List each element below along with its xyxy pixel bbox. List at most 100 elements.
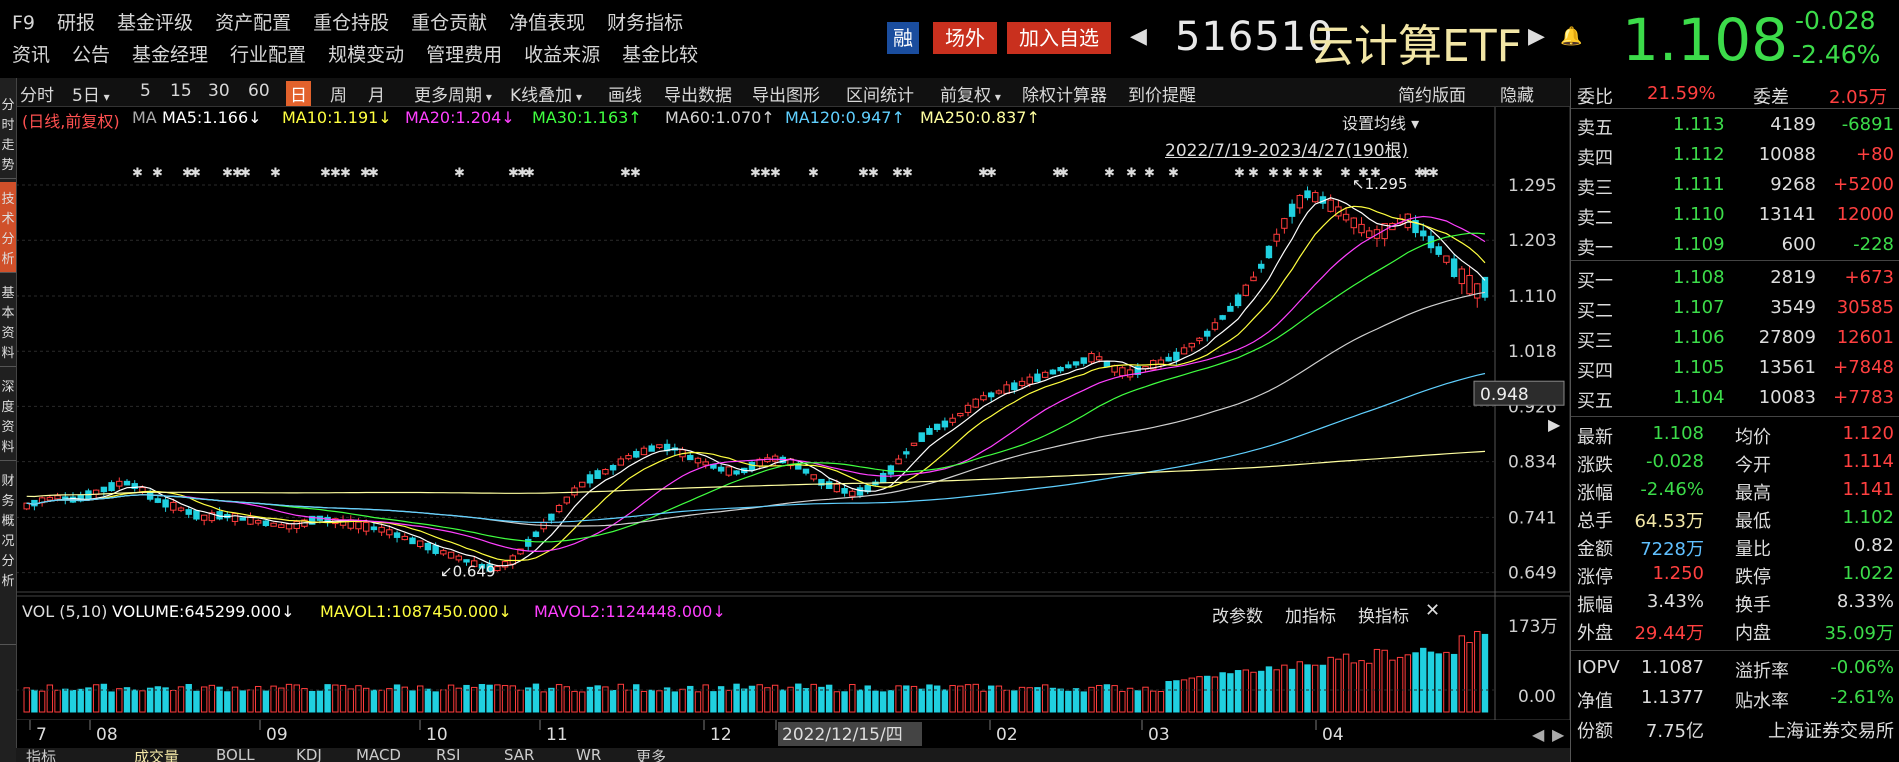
toolbar-item[interactable]: 导出图形 bbox=[752, 86, 820, 106]
margin-button[interactable]: 融 bbox=[887, 22, 919, 54]
event-marker[interactable]: ✱ bbox=[868, 166, 879, 181]
set-ma-button[interactable]: 设置均线 ▾ bbox=[1342, 114, 1420, 133]
vol-option-button[interactable]: 改参数 bbox=[1212, 607, 1263, 627]
toolbar-item[interactable]: 60 bbox=[248, 81, 270, 101]
event-marker[interactable]: ✱ bbox=[760, 166, 771, 181]
left-tab[interactable]: 分时走势 bbox=[0, 88, 16, 179]
event-marker[interactable]: ✱ bbox=[222, 166, 233, 181]
event-marker[interactable]: ✱ bbox=[1312, 166, 1323, 181]
indicator-tab[interactable]: 成交量 bbox=[134, 748, 180, 762]
indicator-tab[interactable]: WR bbox=[576, 748, 602, 762]
event-marker[interactable]: ✱ bbox=[1144, 166, 1155, 181]
event-marker[interactable]: ✱ bbox=[232, 166, 243, 181]
event-marker[interactable]: ✱ bbox=[1058, 166, 1069, 181]
event-marker[interactable]: ✱ bbox=[978, 166, 989, 181]
event-marker[interactable]: ✱ bbox=[1340, 166, 1351, 181]
event-marker[interactable]: ✱ bbox=[750, 166, 761, 181]
menu-item[interactable]: 基金经理 bbox=[132, 44, 209, 66]
event-marker[interactable]: ✱ bbox=[1104, 166, 1115, 181]
event-marker[interactable]: ✱ bbox=[1234, 166, 1245, 181]
event-marker[interactable]: ✱ bbox=[270, 166, 281, 181]
event-marker[interactable]: ✱ bbox=[368, 166, 379, 181]
toolbar-item[interactable]: 导出数据 bbox=[664, 86, 732, 106]
event-marker[interactable]: ✱ bbox=[330, 166, 341, 181]
menu-item[interactable]: 行业配置 bbox=[230, 44, 307, 66]
date-range[interactable]: 2022/7/19-2023/4/27(190根) bbox=[1165, 141, 1409, 161]
event-marker[interactable]: ✱ bbox=[454, 166, 465, 181]
event-marker[interactable]: ✱ bbox=[320, 166, 331, 181]
kline-chart[interactable]: 1.2951.2031.1101.0180.9260.8340.7410.649… bbox=[0, 0, 1570, 762]
event-marker[interactable]: ✱ bbox=[1282, 166, 1293, 181]
indicator-tabs[interactable]: 指标 成交量 BOLL KDJ MACD RSI SAR WR 更多 bbox=[16, 748, 1570, 762]
candles[interactable] bbox=[23, 186, 1489, 572]
event-marker[interactable]: ✱ bbox=[132, 166, 143, 181]
menu-item[interactable]: 资产配置 bbox=[215, 12, 292, 34]
event-marker[interactable]: ✱ bbox=[620, 166, 631, 181]
menu-item[interactable]: 基金评级 bbox=[117, 12, 194, 34]
menu-row-1[interactable]: F9 研报 基金评级 资产配置 重仓持股 重仓贡献 净值表现 财务指标 bbox=[12, 8, 705, 35]
menu-row-2[interactable]: 资讯 公告 基金经理 行业配置 规模变动 管理费用 收益来源 基金比较 bbox=[12, 40, 720, 67]
menu-item[interactable]: 重仓贡献 bbox=[411, 12, 488, 34]
left-tab-strip[interactable]: 分时走势技术分析基本资料深度资料财务概况分析 bbox=[0, 78, 17, 762]
event-marker[interactable]: ✱ bbox=[1052, 166, 1063, 181]
toolbar-item[interactable]: 15 bbox=[170, 81, 192, 101]
indicator-tab[interactable]: BOLL bbox=[216, 748, 255, 762]
menu-item[interactable]: 规模变动 bbox=[328, 44, 405, 66]
indicator-tab[interactable]: SAR bbox=[504, 748, 535, 762]
menu-item[interactable]: 财务指标 bbox=[607, 12, 684, 34]
scroll-left-icon[interactable]: ◀ bbox=[1532, 725, 1545, 744]
vol-option-button[interactable]: 换指标 bbox=[1358, 607, 1409, 627]
left-tab[interactable]: 基本资料 bbox=[0, 276, 16, 367]
event-marker[interactable]: ✱ bbox=[1168, 166, 1179, 181]
bell-icon[interactable]: 🔔 bbox=[1560, 26, 1583, 47]
event-marker[interactable]: ✱ bbox=[630, 166, 641, 181]
toolbar-item[interactable]: 更多周期 ▾ bbox=[414, 86, 492, 106]
indicator-tab[interactable]: KDJ bbox=[296, 748, 322, 762]
vol-buttons[interactable]: 改参数 加指标 换指标 bbox=[1212, 602, 1431, 627]
toolbar-item[interactable]: 分时 bbox=[20, 86, 54, 106]
toolbar-item[interactable]: 区间统计 bbox=[846, 86, 914, 106]
toolbar-item[interactable]: 前复权 ▾ bbox=[940, 86, 1001, 106]
event-marker[interactable]: ✱ bbox=[517, 166, 528, 181]
menu-item[interactable]: 基金比较 bbox=[622, 44, 699, 66]
event-marker[interactable]: ✱ bbox=[858, 166, 869, 181]
add-watchlist-button[interactable]: 加入自选 bbox=[1007, 22, 1111, 54]
prev-stock-icon[interactable]: ◀ bbox=[1130, 24, 1147, 49]
event-marker[interactable]: ✱ bbox=[524, 166, 535, 181]
event-marker[interactable]: ✱ bbox=[892, 166, 903, 181]
expand-icon[interactable]: ▶ bbox=[1548, 415, 1561, 434]
left-tab[interactable]: 深度资料 bbox=[0, 370, 16, 461]
event-marker[interactable]: ✱ bbox=[1414, 166, 1425, 181]
event-marker[interactable]: ✱ bbox=[182, 166, 193, 181]
event-marker[interactable]: ✱ bbox=[1248, 166, 1259, 181]
toolbar-item[interactable]: 到价提醒 bbox=[1128, 86, 1196, 106]
toolbar-item[interactable]: 30 bbox=[208, 81, 230, 101]
event-marker[interactable]: ✱ bbox=[1370, 166, 1381, 181]
event-marker[interactable]: ✱ bbox=[240, 166, 251, 181]
toolbar-item[interactable]: 画线 bbox=[608, 86, 642, 106]
event-marker[interactable]: ✱ bbox=[190, 166, 201, 181]
menu-item[interactable]: 公告 bbox=[72, 44, 111, 66]
event-marker[interactable]: ✱ bbox=[808, 166, 819, 181]
event-marker[interactable]: ✱ bbox=[770, 166, 781, 181]
menu-item[interactable]: 资讯 bbox=[12, 44, 51, 66]
left-tab[interactable]: 财务概况分析 bbox=[0, 464, 16, 645]
event-marker[interactable]: ✱ bbox=[360, 166, 371, 181]
event-marker[interactable]: ✱ bbox=[1428, 166, 1439, 181]
close-icon[interactable]: ✕ bbox=[1425, 600, 1441, 621]
vol-option-button[interactable]: 加指标 bbox=[1285, 607, 1336, 627]
event-marker[interactable]: ✱ bbox=[1358, 166, 1369, 181]
event-marker[interactable]: ✱ bbox=[508, 166, 519, 181]
menu-item[interactable]: 收益来源 bbox=[524, 44, 601, 66]
menu-item[interactable]: 研报 bbox=[57, 12, 96, 34]
left-tab[interactable]: 技术分析 bbox=[0, 182, 16, 273]
scroll-right-icon[interactable]: ▶ bbox=[1552, 725, 1565, 744]
toolbar-item[interactable]: 周 bbox=[330, 86, 347, 106]
event-marker[interactable]: ✱ bbox=[902, 166, 913, 181]
indicator-tab[interactable]: RSI bbox=[436, 748, 461, 762]
menu-item[interactable]: F9 bbox=[12, 12, 36, 34]
toolbar-right-item[interactable]: 隐藏 bbox=[1500, 86, 1534, 106]
toolbar-item[interactable]: K线叠加 ▾ bbox=[510, 86, 582, 106]
toolbar-item[interactable]: 月 bbox=[368, 86, 385, 106]
event-marker[interactable]: ✱ bbox=[1126, 166, 1137, 181]
